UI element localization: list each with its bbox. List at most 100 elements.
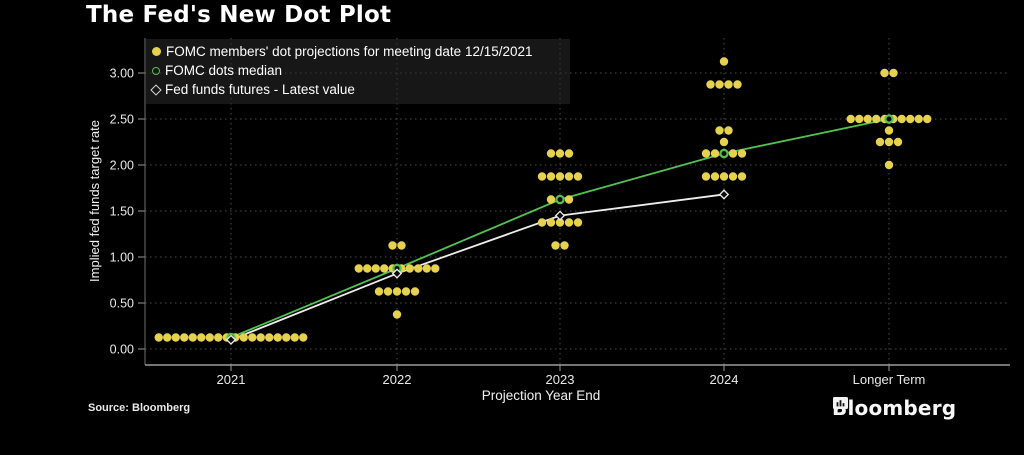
futures-line [230, 193, 725, 341]
fomc-dot [737, 149, 747, 158]
futures-marker [391, 268, 403, 279]
fomc-dot [733, 80, 742, 89]
x-axis-title: Projection Year End [482, 388, 601, 403]
fomc-dot [171, 333, 180, 342]
fomc-dot [715, 80, 724, 89]
fomc-dot [546, 218, 556, 227]
y-tick-label: 2.50 [110, 113, 134, 127]
fomc-dot [431, 264, 440, 273]
legend-label: FOMC members' dot projections for meetin… [166, 44, 533, 59]
x-tick-label: 2022 [383, 372, 412, 387]
fomc-dot [410, 287, 420, 296]
fomc-dot [846, 114, 855, 124]
fomc-dot [537, 172, 547, 181]
fomc-dot [397, 241, 406, 250]
fomc-dot [180, 333, 189, 342]
fomc-dot [701, 149, 711, 158]
fomc-dot [555, 172, 565, 181]
fomc-dot [573, 172, 583, 181]
fomc-dot [863, 114, 872, 124]
x-tick-label: 2021 [217, 372, 246, 387]
fomc-dot [414, 264, 423, 273]
fomc-dot [163, 333, 172, 342]
fomc-dot [282, 333, 291, 342]
fomc-dot [555, 218, 565, 227]
fomc-dot [906, 114, 915, 124]
fomc-dot [546, 195, 556, 204]
fomc-dot [884, 126, 894, 135]
fomc-dot [564, 195, 574, 204]
fomc-dot [248, 333, 257, 342]
x-tick-label: 2023 [546, 372, 575, 387]
fomc-dot [422, 264, 431, 273]
fomc-dot [719, 172, 729, 181]
y-tick-label: 2.00 [110, 159, 134, 173]
legend-label: Fed funds futures - Latest value [165, 82, 355, 97]
legend-item-median: FOMC dots median [152, 61, 562, 80]
fomc-dot [546, 149, 556, 158]
fomc-dot [889, 68, 898, 78]
fomc-dot [710, 149, 720, 158]
fomc-dot [719, 137, 729, 147]
fomc-dot [872, 114, 881, 124]
legend-label: FOMC dots median [165, 63, 283, 78]
fomc-dot [383, 287, 393, 296]
fomc-dot [560, 241, 569, 250]
y-axis-title: Implied fed funds target rate [87, 120, 102, 282]
fomc-dot [884, 137, 894, 147]
fomc-dot [380, 264, 389, 273]
fomc-dot [564, 218, 574, 227]
fomc-dot [537, 218, 547, 227]
fomc-dot [724, 80, 733, 89]
yellow-dot-icon [152, 47, 161, 56]
fomc-dot [875, 137, 885, 147]
fomc-dot [923, 114, 932, 124]
fomc-dot [374, 287, 384, 296]
legend-item-futures: Fed funds futures - Latest value [150, 80, 562, 99]
y-tick-label: 0.50 [110, 297, 134, 311]
fomc-dot [239, 333, 248, 342]
fomc-dot [205, 333, 214, 342]
green-ring-icon [152, 66, 160, 75]
fomc-dot [880, 68, 889, 78]
fomc-dot [546, 172, 556, 181]
fomc-dot [392, 287, 402, 296]
fomc-dot [392, 310, 402, 319]
fomc-dot [265, 333, 274, 342]
chart-title: The Fed's New Dot Plot [86, 2, 392, 28]
bar-chart-bubble-icon [833, 397, 848, 412]
median-marker [719, 148, 729, 159]
x-tick-label: 2024 [710, 372, 739, 387]
white-diamond-icon [150, 83, 162, 96]
fomc-dot [728, 172, 738, 181]
y-tick-label: 1.00 [110, 251, 134, 265]
fomc-dot [564, 172, 574, 181]
fomc-dot [273, 333, 282, 342]
fomc-dot [914, 114, 923, 124]
y-tick-label: 3.00 [110, 67, 134, 81]
fomc-dot [401, 287, 411, 296]
fomc-dot [701, 172, 711, 181]
fomc-dot [555, 149, 565, 158]
fomc-dot [290, 333, 299, 342]
fomc-dot [728, 149, 738, 158]
fomc-dot [737, 172, 747, 181]
futures-marker [718, 189, 730, 200]
fomc-dot [188, 333, 197, 342]
bloomberg-branding: Bloomberg [832, 396, 956, 420]
median-marker [555, 194, 565, 205]
fomc-dot [706, 80, 715, 89]
fomc-dot [724, 126, 733, 135]
y-tick-label: 0.00 [110, 343, 134, 357]
fomc-dot [715, 126, 724, 135]
fomc-dot [884, 160, 894, 170]
source-credit: Source: Bloomberg [88, 402, 191, 414]
fomc-dot [363, 264, 372, 273]
fomc-dot [719, 57, 729, 66]
bloomberg-wordmark: Bloomberg [832, 396, 957, 420]
futures-marker [554, 210, 566, 221]
fomc-dot [855, 114, 864, 124]
chart-legend: FOMC members' dot projections for meetin… [146, 39, 570, 104]
fomc-dot [551, 241, 560, 250]
